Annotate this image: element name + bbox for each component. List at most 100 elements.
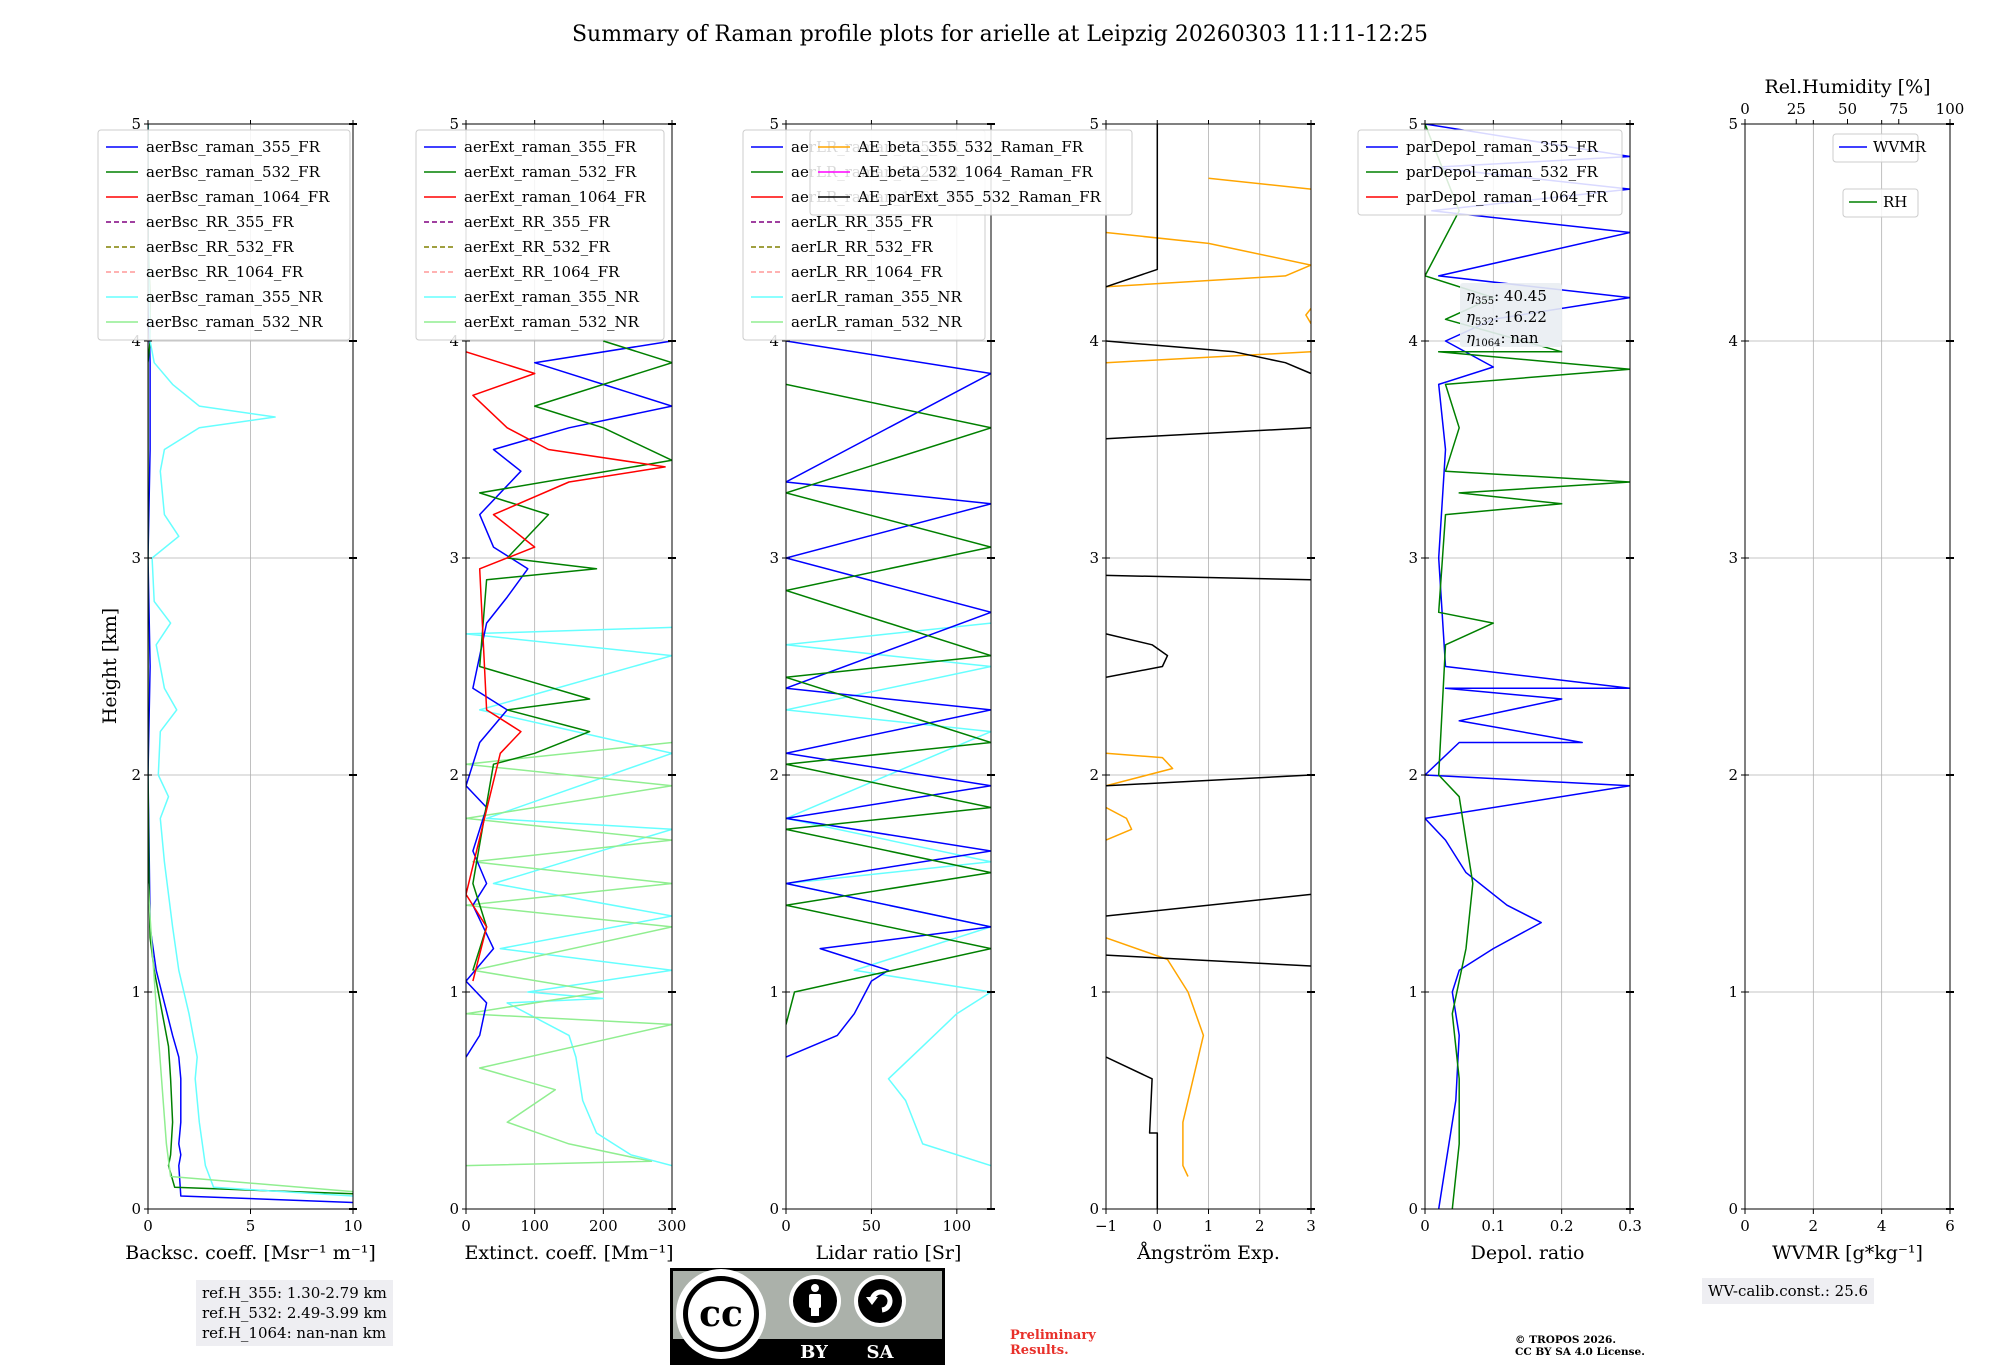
preliminary-line-1: Preliminary [1010,1328,1096,1343]
series-line-AE_beta_355_532_Raman_FR [1305,307,1311,324]
series-line-AE_parExt_355_532_Raman_FR [1106,1056,1159,1209]
y-tick-label: 5 [449,115,459,133]
series-group [786,340,991,1167]
series-line-AE_parExt_355_532_Raman_FR [1106,893,1311,917]
copyright-line-1: © TROPOS 2026. [1515,1334,1617,1346]
y-tick-label: 2 [1408,766,1418,784]
by-label: BY [800,1342,829,1363]
legend: aerBsc_raman_355_FR aerBsc_raman_532_FRae… [97,129,351,341]
figure-title: Summary of Raman profile plots for ariel… [571,22,1429,47]
legend-entry: aerBsc_raman_355_FR [146,138,321,156]
y-tick-label: 3 [1089,549,1099,567]
legend-entry: aerBsc_raman_532_FR [146,163,321,181]
series-line-aerExt_raman_355_FR [466,340,672,1058]
legend: AE_beta_355_532_Raman_FR AE_beta_532_1064… [809,129,1133,216]
x-tick-label: 2 [1255,1217,1265,1235]
legend-entry: aerLR_raman_532_NR [791,313,962,331]
legend-box [97,129,351,341]
x-axis-label: Extinct. coeff. [Mm⁻¹] [464,1242,673,1264]
legend-entry: aerLR_RR_1064_FR [791,263,943,281]
panel-backscatter: 0 5 10 0 1 2 3 4 5 Backsc. coeff. [Msr⁻¹ m⁻¹] aerB… [97,115,376,1264]
y-tick-label: 0 [131,1200,141,1218]
top-tick-label: 100 [1936,100,1965,118]
series-line-aerExt_raman_355_NR [466,626,672,1167]
y-tick-label: 3 [131,549,141,567]
panel-depolarization: 0 0.1 0.2 0.3 0 1 2 3 4 5 Depol. ratio parDepol_ram… [1357,115,1642,1264]
cc-by-sa-license-badge: cc BY SA [670,1268,945,1365]
top-tick-label: 0 [1740,100,1750,118]
series-line-aerBsc_raman_355_NR [148,124,353,1197]
legend-entry: aerExt_RR_355_FR [464,213,611,231]
y-tick-label: 5 [769,115,779,133]
y-tick-label: 2 [449,766,459,784]
axes-frame [1424,123,1631,1210]
legend-entry: RH [1883,193,1907,211]
legend-entry: aerBsc_RR_355_FR [146,213,294,231]
legend-entry: aerExt_RR_532_FR [464,238,611,256]
copyright-note: © TROPOS 2026. CC BY SA 4.0 License. [1515,1334,1675,1358]
depol-annotation-1064: η1064: nan [1466,329,1539,349]
legend-entry: AE_beta_355_532_Raman_FR [857,138,1084,156]
legend-entry: aerExt_raman_532_NR [464,313,640,331]
legend-entry: aerExt_raman_532_FR [464,163,637,181]
depol-annotation-box [1460,283,1562,347]
legend-box [1357,129,1623,216]
legend: WVMR RH [1832,133,1927,218]
y-tick-label: 2 [769,766,779,784]
copyright-line-2: CC BY SA 4.0 License. [1515,1346,1645,1358]
x-tick-label: 0 [1420,1217,1430,1235]
depol-annotation-355: η355: 40.45 [1466,287,1547,307]
y-tick-label: 0 [769,1200,779,1218]
x-tick-label: 0 [143,1217,153,1235]
legend-entry: AE_beta_532_1064_Raman_FR [857,163,1093,181]
y-tick-label: 3 [769,549,779,567]
series-group [1106,124,1311,1209]
x-tick-label: 200 [589,1217,618,1235]
x-tick-label: 0 [781,1217,791,1235]
series-line-aerLR_raman_532_FR [786,383,991,1025]
x-tick-label: 100 [520,1217,549,1235]
by-attribution-icon [789,1275,841,1327]
y-tick-label: 0 [1089,1200,1099,1218]
x-axis-label: Ångström Exp. [1136,1242,1280,1264]
panel-lidar_ratio: 0 50 100 0 1 2 3 4 5 Lidar ratio [Sr] aerLR_raman_… [742,115,995,1264]
y-tick-label: 5 [131,115,141,133]
y-tick-label: 4 [449,332,459,350]
sa-share-alike-icon [854,1275,906,1327]
legend-entry: parDepol_raman_355_FR [1406,138,1599,156]
series-line-aerLR_raman_355_FR [786,340,991,1058]
y-tick-label: 0 [1728,1200,1738,1218]
top-tick-label: 25 [1787,100,1806,118]
x-tick-label: 1 [1204,1217,1214,1235]
cc-logo-text: cc [699,1293,743,1335]
sa-label: SA [867,1342,895,1363]
y-tick-label: 1 [1089,983,1099,1001]
y-tick-label: 3 [1728,549,1738,567]
series-line-AE_parExt_355_532_Raman_FR [1106,574,1311,581]
legend-entry: parDepol_raman_1064_FR [1406,188,1608,206]
y-tick-label: 4 [131,332,141,350]
y-tick-label: 4 [769,332,779,350]
legend-box [1842,188,1919,218]
legend-entry: aerBsc_raman_532_NR [146,313,323,331]
y-axis-label: Height [km] [99,608,121,724]
y-tick-label: 0 [1408,1200,1418,1218]
panel-wvmr: 0 2 4 6 0 1 2 3 4 5 WVMR [g*kg⁻¹] WVMR RH 0 25 50 75 100 R… [1728,76,1964,1264]
legend-entry: aerBsc_raman_1064_FR [146,188,330,206]
y-tick-label: 0 [449,1200,459,1218]
series-line-aerBsc_raman_355_FR [148,124,353,1204]
axes-frame [465,123,673,1210]
legend-entry: aerExt_raman_1064_FR [464,188,646,206]
series-line-AE_beta_355_532_Raman_FR [1106,937,1205,1177]
series-line-AE_parExt_355_532_Raman_FR [1106,954,1311,967]
legend: parDepol_raman_355_FR parDepol_raman_532_… [1357,129,1623,216]
legend-entry: aerLR_raman_355_NR [791,288,962,306]
preliminary-line-2: Results. [1010,1343,1069,1358]
x-axis-label: WVMR [g*kg⁻¹] [1772,1242,1923,1264]
x-axis-label: Backsc. coeff. [Msr⁻¹ m⁻¹] [125,1242,376,1264]
preliminary-note: Preliminary Results. [1010,1328,1120,1358]
x-tick-label: 300 [658,1217,687,1235]
legend-entry: aerBsc_RR_1064_FR [146,263,304,281]
top-tick-label: 50 [1838,100,1857,118]
